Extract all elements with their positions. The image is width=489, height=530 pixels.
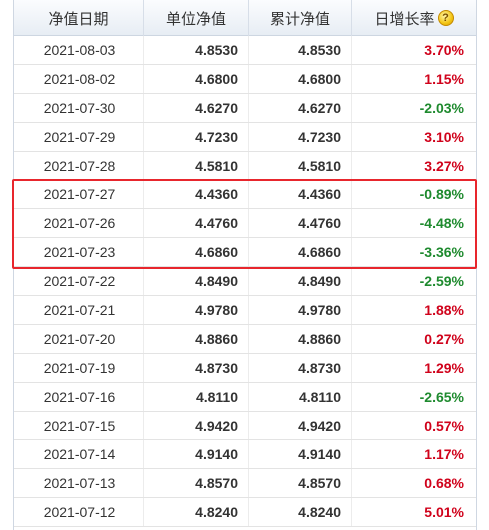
cell-unit-nav: 4.6270	[144, 93, 249, 122]
table-row: 2021-07-19 4.8730 4.8730 1.29%	[14, 353, 476, 383]
cell-daily-growth: 1.17%	[424, 446, 464, 463]
table-row: 2021-07-27 4.4360 4.4360 -0.89%	[14, 180, 476, 210]
table-row: 2021-08-03 4.8530 4.8530 3.70%	[14, 36, 476, 65]
table-row: 2021-08-02 4.6800 4.6800 1.15%	[14, 64, 476, 94]
cell-daily-growth: 3.70%	[424, 41, 464, 58]
cell-accumulated-nav: 4.9420	[249, 411, 352, 440]
cell-daily-growth: -3.36%	[419, 244, 464, 261]
column-header-unit-nav[interactable]: 单位净值	[144, 0, 249, 36]
table-row: 2021-07-30 4.6270 4.6270 -2.03%	[14, 93, 476, 123]
cell-accumulated-nav: 4.4760	[249, 209, 352, 238]
table-row: 2021-07-16 4.8110 4.8110 -2.65%	[14, 382, 476, 412]
cell-daily-growth: 1.88%	[424, 301, 464, 318]
cell-accumulated-nav: 4.6800	[249, 64, 352, 93]
table-row: 2021-07-23 4.6860 4.6860 -3.36%	[14, 238, 476, 268]
column-header-accumulated-nav[interactable]: 累计净值	[249, 0, 352, 36]
cell-accumulated-nav: 4.4360	[249, 180, 352, 209]
cell-accumulated-nav: 4.8530	[249, 36, 352, 64]
cell-accumulated-nav: 4.8240	[249, 498, 352, 527]
cell-daily-growth: 0.68%	[424, 475, 464, 492]
cell-date: 2021-07-30	[14, 93, 144, 122]
cell-accumulated-nav: 4.8110	[249, 382, 352, 411]
cell-unit-nav: 4.4760	[144, 209, 249, 238]
cell-unit-nav: 4.6800	[144, 64, 249, 93]
cell-unit-nav: 4.8490	[144, 267, 249, 296]
cell-unit-nav: 4.8730	[144, 353, 249, 382]
table-row: 2021-07-28 4.5810 4.5810 3.27%	[14, 151, 476, 181]
cell-unit-nav: 4.7230	[144, 122, 249, 151]
table-body: 2021-08-03 4.8530 4.8530 3.70% 2021-08-02 4.6…	[14, 36, 476, 528]
cell-date: 2021-07-14	[14, 440, 144, 469]
help-icon[interactable]: ?	[437, 10, 454, 26]
table-row: 2021-07-26 4.4760 4.4760 -4.48%	[14, 209, 476, 239]
nav-history-table: 净值日期 单位净值 累计净值 日增长率 ? 2021-08-03 4.8530 4.…	[13, 0, 477, 530]
cell-date: 2021-08-03	[14, 36, 144, 64]
cell-accumulated-nav: 4.7230	[249, 122, 352, 151]
cell-date: 2021-07-15	[14, 411, 144, 440]
cell-accumulated-nav: 4.8490	[249, 267, 352, 296]
cell-date: 2021-07-13	[14, 469, 144, 498]
table-row: 2021-07-29 4.7230 4.7230 3.10%	[14, 122, 476, 152]
cell-daily-growth: -2.65%	[419, 388, 464, 405]
column-header-daily-growth[interactable]: 日增长率 ?	[352, 0, 476, 36]
cell-unit-nav: 4.9420	[144, 411, 249, 440]
cell-date: 2021-07-16	[14, 382, 144, 411]
cell-accumulated-nav: 4.8730	[249, 353, 352, 382]
table-row: 2021-07-12 4.8240 4.8240 5.01%	[14, 498, 476, 528]
table-row: 2021-07-13 4.8570 4.8570 0.68%	[14, 469, 476, 499]
table-row: 2021-07-22 4.8490 4.8490 -2.59%	[14, 267, 476, 297]
cell-unit-nav: 4.5810	[144, 151, 249, 180]
cell-unit-nav: 4.4360	[144, 180, 249, 209]
cell-daily-growth: 5.01%	[424, 504, 464, 521]
table-row: 2021-07-21 4.9780 4.9780 1.88%	[14, 296, 476, 325]
column-header-date[interactable]: 净值日期	[14, 0, 144, 36]
cell-date: 2021-07-19	[14, 353, 144, 382]
cell-daily-growth: 3.27%	[424, 157, 464, 174]
cell-date: 2021-08-02	[14, 64, 144, 93]
table-header: 净值日期 单位净值 累计净值 日增长率 ?	[14, 0, 476, 36]
cell-unit-nav: 4.8860	[144, 324, 249, 353]
cell-daily-growth: -2.59%	[419, 273, 464, 290]
table-row: 2021-07-14 4.9140 4.9140 1.17%	[14, 440, 476, 470]
cell-daily-growth: 0.57%	[424, 417, 464, 434]
cell-daily-growth: 1.15%	[424, 70, 464, 87]
cell-accumulated-nav: 4.5810	[249, 151, 352, 180]
cell-date: 2021-07-12	[14, 498, 144, 527]
cell-unit-nav: 4.9780	[144, 296, 249, 324]
cell-unit-nav: 4.8530	[144, 36, 249, 64]
cell-unit-nav: 4.8570	[144, 469, 249, 498]
cell-daily-growth: -2.03%	[419, 99, 464, 116]
cell-daily-growth: 3.10%	[424, 128, 464, 145]
column-header-daily-growth-label: 日增长率	[374, 10, 435, 28]
cell-accumulated-nav: 4.9780	[249, 296, 352, 324]
cell-accumulated-nav: 4.6270	[249, 93, 352, 122]
table-row: 2021-07-15 4.9420 4.9420 0.57%	[14, 411, 476, 441]
cell-date: 2021-07-27	[14, 180, 144, 209]
cell-unit-nav: 4.9140	[144, 440, 249, 469]
cell-date: 2021-07-21	[14, 296, 144, 324]
cell-date: 2021-07-26	[14, 209, 144, 238]
cell-date: 2021-07-29	[14, 122, 144, 151]
cell-accumulated-nav: 4.8570	[249, 469, 352, 498]
cell-date: 2021-07-22	[14, 267, 144, 296]
table-row: 2021-07-20 4.8860 4.8860 0.27%	[14, 324, 476, 354]
cell-date: 2021-07-28	[14, 151, 144, 180]
cell-accumulated-nav: 4.8860	[249, 324, 352, 353]
cell-daily-growth: 1.29%	[424, 359, 464, 376]
cell-unit-nav: 4.6860	[144, 238, 249, 267]
cell-daily-growth: -0.89%	[419, 186, 464, 203]
cell-date: 2021-07-23	[14, 238, 144, 267]
cell-accumulated-nav: 4.6860	[249, 238, 352, 267]
cell-accumulated-nav: 4.9140	[249, 440, 352, 469]
cell-unit-nav: 4.8240	[144, 498, 249, 527]
cell-daily-growth: -4.48%	[419, 215, 464, 232]
cell-date: 2021-07-20	[14, 324, 144, 353]
cell-unit-nav: 4.8110	[144, 382, 249, 411]
cell-daily-growth: 0.27%	[424, 330, 464, 347]
